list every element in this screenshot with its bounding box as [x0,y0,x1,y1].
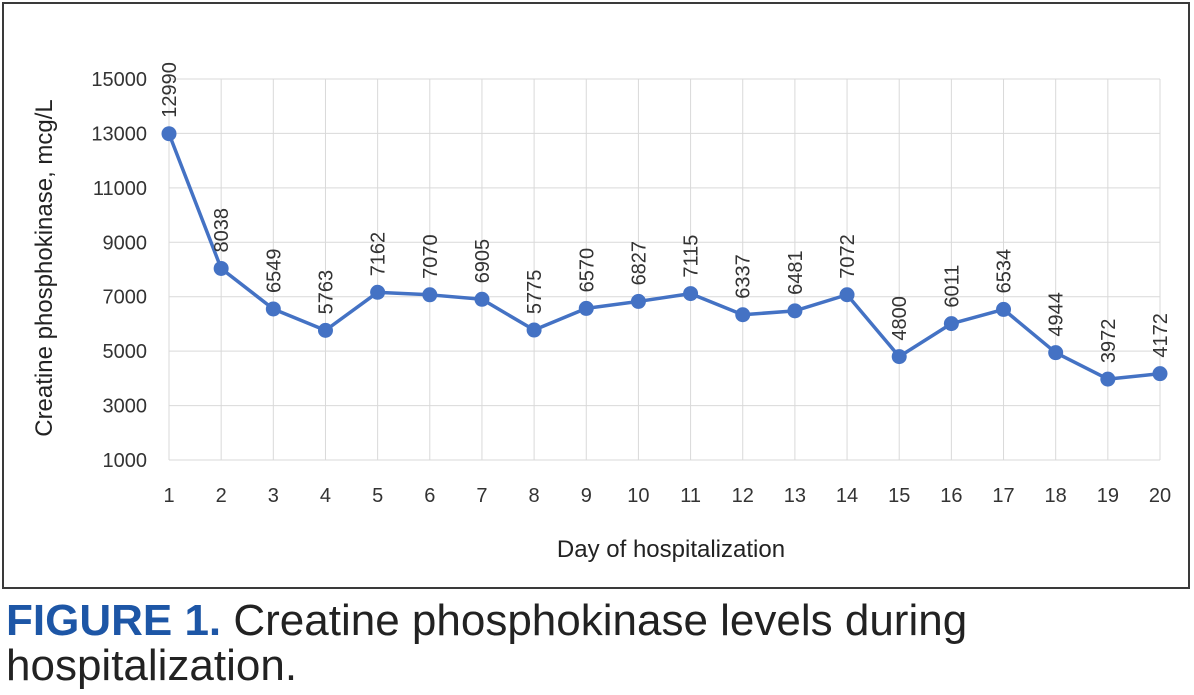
data-point [943,316,959,332]
data-point [526,322,542,338]
data-label: 5763 [315,270,337,315]
data-point [578,300,594,316]
data-point [1100,371,1116,387]
data-label: 7070 [420,234,442,279]
y-tick-label: 1000 [103,450,148,472]
x-tick-label: 18 [1045,485,1067,507]
data-point [630,293,646,309]
y-tick-label: 3000 [103,396,148,418]
data-label: 4944 [1046,292,1068,337]
x-tick-label: 7 [476,485,487,507]
x-tick-label: 16 [940,485,962,507]
data-point [1152,366,1168,382]
x-tick-label: 15 [888,485,910,507]
x-tick-label: 11 [680,485,701,507]
data-label: 7115 [681,235,703,278]
data-label: 5775 [524,270,546,315]
data-label: 6905 [472,239,494,284]
y-tick-label: 15000 [91,69,147,91]
data-point [891,349,907,365]
data-label: 6570 [576,248,598,293]
grid-lines [168,78,1161,461]
x-tick-label: 4 [320,485,331,507]
x-tick-label: 13 [784,485,806,507]
y-tick-label: 9000 [103,232,148,254]
x-tick-label: 17 [992,485,1014,507]
data-point [1048,345,1064,361]
data-labels: 12990 8038 6549 5763 7162 7070 6905 5775 6570 682… [159,62,1172,363]
figure-caption-text: Creatine phosphokinase levels during hos… [6,596,968,690]
data-point [370,284,386,300]
x-tick-label: 9 [581,485,592,507]
x-axis-title: Day of hospitalization [557,536,785,563]
x-tick-label: 2 [216,485,227,507]
data-label: 6481 [785,250,807,295]
y-tick-label: 11000 [93,178,147,200]
y-tick-label: 5000 [103,341,148,363]
x-tick-label: 3 [268,485,279,507]
data-label: 6337 [733,254,755,299]
x-tick-label: 8 [529,485,540,507]
x-tick-label: 6 [424,485,435,507]
data-point [213,260,229,276]
x-tick-label: 5 [372,485,383,507]
x-tick-label: 14 [836,485,858,507]
data-point [474,291,490,307]
x-tick-label: 20 [1149,485,1171,507]
y-axis-title: Creatine phosphokinase, mcg/L [31,99,58,437]
y-tick-label: 7000 [103,287,148,309]
data-label: 7072 [837,234,859,279]
data-point [839,287,855,303]
data-label: 7162 [368,232,390,277]
data-point [683,286,699,302]
data-label: 3972 [1098,319,1120,364]
data-point [265,301,281,317]
data-label: 4172 [1150,313,1172,358]
data-label: 6534 [994,249,1016,294]
y-tick-label: 13000 [91,123,147,145]
data-point [996,301,1012,317]
x-tick-label: 1 [163,485,174,507]
data-point [787,303,803,319]
data-point [161,126,177,142]
data-point [317,322,333,338]
x-tick-label: 19 [1097,485,1119,507]
series-line [167,133,1161,381]
data-point [735,307,751,323]
data-label: 8038 [211,208,233,253]
x-tick-label: 10 [627,485,649,507]
data-point [422,287,438,303]
data-label: 6549 [263,248,285,293]
figure-caption-label: FIGURE 1. [6,596,222,645]
data-label: 6827 [628,241,650,286]
data-label: 12990 [159,62,181,118]
data-series [161,126,1168,387]
chart-frame: 1000 3000 5000 7000 9000 11000 13000 15000 1 2 3 4 5… [2,2,1190,589]
figure-caption: FIGURE 1. Creatine phosphokinase levels … [6,598,1186,688]
x-tick-label: 12 [732,485,754,507]
data-label: 6011 [941,265,963,308]
data-label: 4800 [889,296,911,341]
